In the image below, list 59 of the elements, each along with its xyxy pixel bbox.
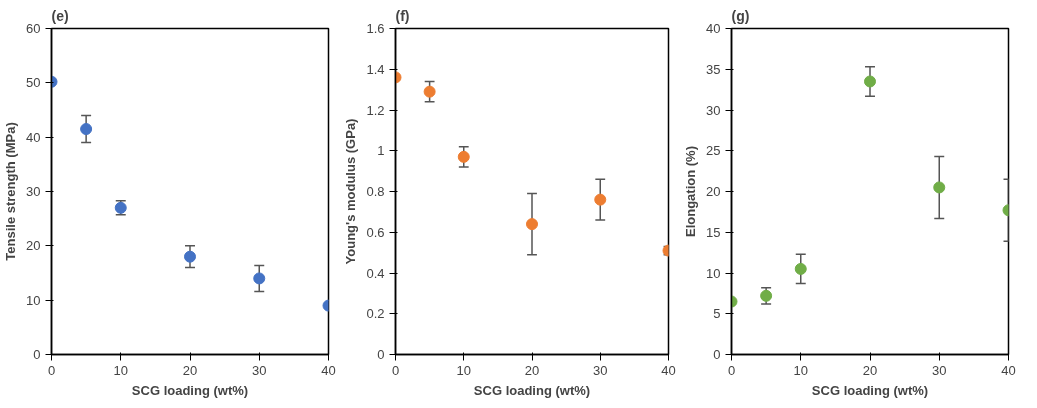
y-tick-label: 0	[713, 347, 721, 362]
y-tick-label: 0.8	[366, 184, 385, 199]
y-tick-label: 35	[706, 61, 721, 77]
chart-title: (e)	[51, 7, 69, 24]
x-tick-label: 10	[793, 362, 808, 378]
y-tick-label: 40	[26, 129, 41, 145]
y-tick-label: 60	[26, 21, 41, 36]
x-tick-label: 0	[727, 362, 736, 378]
point	[864, 75, 876, 88]
y-tick-label: 5	[713, 306, 721, 322]
point	[526, 218, 538, 231]
point	[457, 150, 470, 163]
point	[594, 193, 607, 206]
y-axis-title: Tensile strength (MPa)	[3, 122, 19, 261]
y-tick-label: 1.2	[366, 102, 385, 118]
x-tick-label: 20	[524, 362, 540, 378]
point	[80, 123, 93, 136]
x-tick-label: 0	[391, 362, 400, 378]
y-tick-label: 30	[26, 184, 41, 199]
y-axis-title: Young's modulus (GPa)	[343, 118, 359, 265]
y-tick-label: 20	[706, 184, 721, 199]
x-axis-title: SCG loading (wt%)	[811, 382, 929, 398]
x-axis-title: SCG loading (wt%)	[473, 382, 591, 398]
point	[184, 250, 196, 263]
point	[794, 262, 807, 275]
y-tick-label: 0.4	[366, 265, 385, 281]
x-tick-label: 30	[932, 362, 947, 378]
y-tick-label: 40	[706, 21, 721, 36]
y-tick-label: 20	[26, 238, 41, 254]
y-tick-label: 10	[26, 292, 41, 308]
x-tick-label: 40	[661, 362, 676, 378]
chart-title: (g)	[731, 7, 750, 24]
y-tick-label: 0.6	[366, 224, 385, 240]
x-tick-label: 10	[113, 362, 128, 378]
y-tick-label: 1.6	[366, 21, 385, 36]
point	[933, 181, 946, 194]
y-tick-label: 10	[706, 265, 721, 281]
x-axis-title: SCG loading (wt%)	[131, 382, 249, 398]
x-tick-label: 30	[252, 362, 267, 378]
x-tick-label: 20	[862, 362, 878, 378]
y-tick-label: 15	[706, 224, 721, 240]
y-tick-label: 0	[377, 347, 385, 362]
y-tick-label: 0	[33, 347, 41, 362]
x-tick-label: 40	[321, 362, 336, 378]
x-tick-label: 0	[47, 362, 56, 378]
y-tick-label: 1	[377, 143, 385, 159]
y-tick-label: 1.4	[366, 61, 385, 77]
y-axis-title: Elongation (%)	[683, 145, 699, 237]
y-tick-label: 30	[706, 102, 721, 118]
y-tick-label: 25	[706, 143, 721, 159]
x-tick-label: 20	[182, 362, 198, 378]
x-tick-label: 30	[593, 362, 608, 378]
x-tick-label: 10	[456, 362, 471, 378]
y-tick-label: 50	[26, 75, 41, 91]
chart-title: (f)	[395, 7, 410, 24]
point	[253, 272, 266, 285]
y-tick-label: 0.2	[366, 306, 385, 322]
x-tick-label: 40	[1001, 362, 1016, 378]
point	[423, 85, 436, 98]
